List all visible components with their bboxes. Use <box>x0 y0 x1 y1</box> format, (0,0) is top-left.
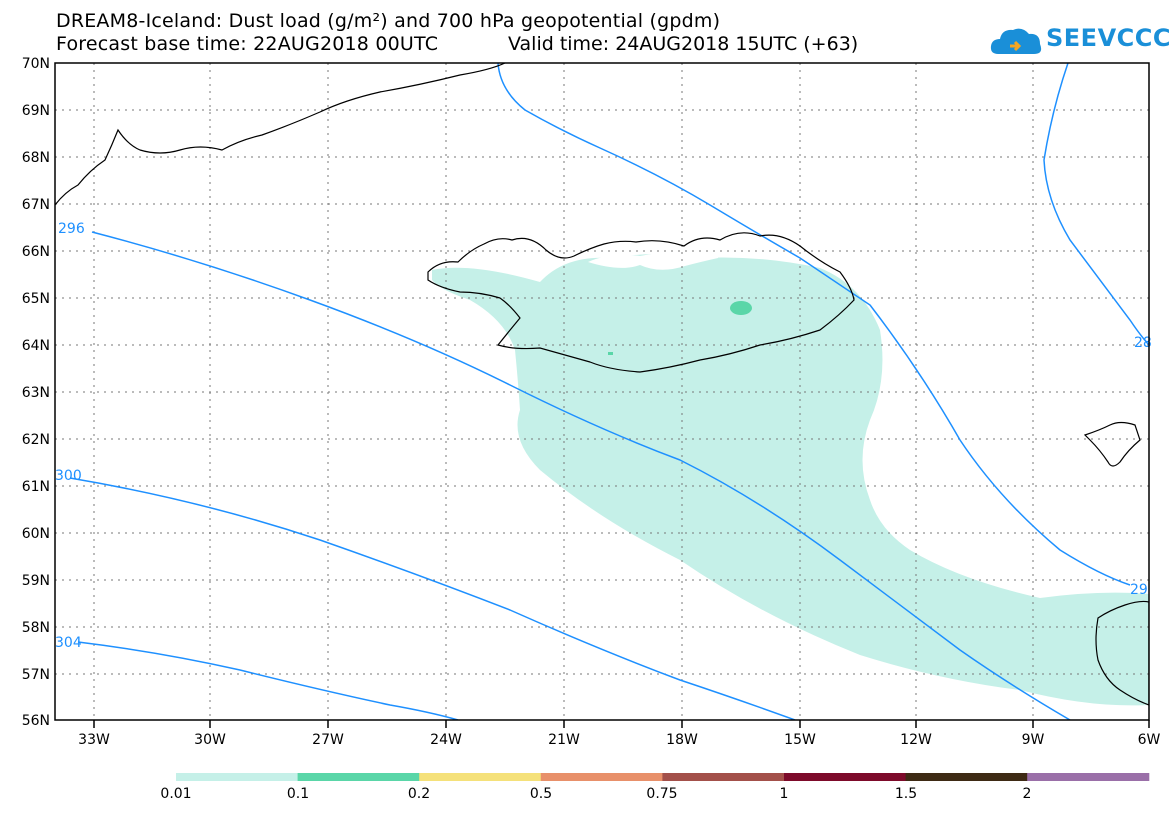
lat-label: 62N <box>22 432 50 448</box>
contour-labels: 296 300 304 29 29 28 <box>55 221 1152 651</box>
lon-label: 6W <box>1138 732 1161 748</box>
iceland-coast <box>427 232 855 373</box>
colorbar-swatch <box>662 773 785 781</box>
colorbar-swatch <box>540 773 663 781</box>
contour-line <box>91 231 1071 720</box>
colorbar-label: 0.2 <box>407 786 431 802</box>
lat-label: 58N <box>22 620 50 636</box>
colorbar-swatch <box>297 773 420 781</box>
lon-label: 12W <box>900 732 932 748</box>
map-frame <box>54 62 1150 721</box>
lat-label: 56N <box>22 713 50 729</box>
lon-label: 24W <box>430 732 462 748</box>
logo-text: SEEVCCC <box>1046 24 1171 52</box>
faroe-coast <box>1083 421 1141 467</box>
lat-label: 59N <box>22 573 50 589</box>
contour-line <box>69 477 796 720</box>
lat-label: 66N <box>22 244 50 260</box>
contour-line <box>1043 63 1149 346</box>
greenland-coast <box>55 63 506 206</box>
graticule <box>55 63 1149 720</box>
lon-label: 9W <box>1022 732 1045 748</box>
lon-label: 18W <box>666 732 698 748</box>
geopotential-contours <box>69 63 1149 720</box>
lon-label: 27W <box>312 732 344 748</box>
lat-label: 64N <box>22 338 50 354</box>
contour-label: 296 <box>58 221 85 237</box>
colorbar-swatch <box>1027 773 1150 781</box>
contour-line <box>497 63 1131 586</box>
lat-label: 68N <box>22 150 50 166</box>
contour-line <box>77 641 459 720</box>
lat-label: 61N <box>22 479 50 495</box>
map-title: DREAM8-Iceland: Dust load (g/m²) and 700… <box>56 10 721 32</box>
dust-area-mid <box>730 301 752 315</box>
colorbar-swatch <box>176 773 299 781</box>
lon-label: 33W <box>78 732 110 748</box>
valid-time: Valid time: 24AUG2018 15UTC (+63) <box>508 33 859 55</box>
colorbar-swatch <box>905 773 1028 781</box>
dust-plume <box>432 250 1149 706</box>
colorbar-swatch <box>419 773 542 781</box>
colorbar-label: 0.5 <box>529 786 553 802</box>
lon-label: 15W <box>784 732 816 748</box>
colorbar-label: 0.75 <box>646 786 678 802</box>
colorbar <box>176 773 1150 781</box>
lat-label: 67N <box>22 197 50 213</box>
contour-label: 29 <box>1130 582 1148 598</box>
lat-label: 65N <box>22 291 50 307</box>
contour-label: 304 <box>55 635 82 651</box>
lon-label: 30W <box>194 732 226 748</box>
colorbar-label: 1.5 <box>894 786 918 802</box>
cloud-logo-icon <box>990 28 1042 54</box>
dust-area-low <box>432 254 1149 706</box>
forecast-base-time: Forecast base time: 22AUG2018 00UTC <box>56 33 439 55</box>
lat-label: 63N <box>22 385 50 401</box>
lat-label: 70N <box>22 56 50 72</box>
coastlines <box>55 63 1149 706</box>
scotland-coast <box>1095 600 1149 706</box>
lon-label: 21W <box>548 732 580 748</box>
longitude-labels: 33W 30W 27W 24W 21W 18W 15W 12W 9W 6W <box>78 732 1160 748</box>
colorbar-label: 0.01 <box>160 786 192 802</box>
contour-label: 300 <box>55 468 82 484</box>
lat-label: 69N <box>22 103 50 119</box>
colorbar-swatch <box>784 773 907 781</box>
colorbar-label: 2 <box>1022 786 1032 802</box>
lat-label: 57N <box>22 667 50 683</box>
lat-label: 60N <box>22 526 50 542</box>
latitude-labels: 70N 69N 68N 67N 66N 65N 64N 63N 62N 61N … <box>22 56 50 729</box>
colorbar-label: 0.1 <box>286 786 310 802</box>
colorbar-label: 1 <box>779 786 789 802</box>
contour-label: 28 <box>1134 335 1152 351</box>
